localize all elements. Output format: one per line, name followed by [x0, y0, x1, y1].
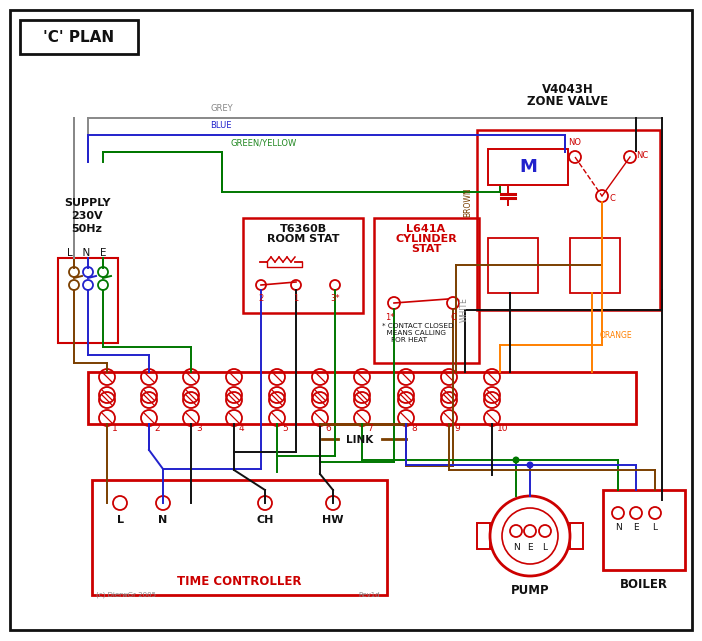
Text: T6360B: T6360B: [279, 224, 326, 234]
Text: 4: 4: [239, 424, 244, 433]
Text: 5: 5: [282, 424, 288, 433]
Text: ROOM STAT: ROOM STAT: [267, 234, 339, 244]
Bar: [92, 480, 387, 595]
Text: ZONE VALVE: ZONE VALVE: [527, 95, 609, 108]
Text: V4043H: V4043H: [542, 83, 594, 96]
Text: L: L: [543, 543, 548, 552]
Text: CH: CH: [256, 515, 274, 525]
Bar: [570, 523, 583, 549]
Text: 8: 8: [411, 424, 417, 433]
Bar: [488, 238, 538, 293]
Text: 3*: 3*: [330, 294, 340, 303]
Bar: [488, 149, 568, 185]
Text: BROWN: BROWN: [463, 187, 472, 217]
Text: L   N   E: L N E: [67, 248, 107, 258]
Bar: [477, 523, 490, 549]
Text: 9: 9: [454, 424, 460, 433]
Bar: [58, 258, 118, 343]
Text: (c) DierwGr 2005: (c) DierwGr 2005: [96, 592, 156, 599]
Bar: [88, 372, 636, 424]
Text: GREY: GREY: [210, 104, 232, 113]
Text: BLUE: BLUE: [210, 121, 232, 130]
Text: SUPPLY
230V
50Hz: SUPPLY 230V 50Hz: [64, 198, 110, 235]
Circle shape: [526, 462, 534, 469]
Text: C: C: [450, 313, 456, 322]
Text: NC: NC: [636, 151, 648, 160]
Text: 'C' PLAN: 'C' PLAN: [44, 29, 114, 44]
Text: N: N: [512, 543, 519, 552]
Text: 7: 7: [367, 424, 373, 433]
Text: N: N: [615, 523, 621, 532]
Text: M: M: [519, 158, 537, 176]
Text: 10: 10: [497, 424, 508, 433]
Text: WHITE: WHITE: [460, 297, 469, 322]
Text: HW: HW: [322, 515, 344, 525]
Text: 1: 1: [293, 294, 298, 303]
Text: PUMP: PUMP: [510, 584, 549, 597]
Text: 6: 6: [325, 424, 331, 433]
Text: 3: 3: [196, 424, 201, 433]
Text: GREEN/YELLOW: GREEN/YELLOW: [230, 138, 296, 147]
Bar: [374, 218, 479, 363]
Bar: [243, 218, 363, 313]
Text: 1: 1: [112, 424, 118, 433]
Text: E: E: [527, 543, 533, 552]
Text: 1*: 1*: [385, 313, 395, 322]
Text: E: E: [633, 523, 639, 532]
Text: BOILER: BOILER: [620, 578, 668, 591]
Bar: [570, 238, 620, 293]
Text: LINK: LINK: [346, 435, 373, 445]
Text: 2: 2: [258, 294, 264, 303]
Text: 2: 2: [154, 424, 159, 433]
Text: L: L: [117, 515, 124, 525]
Text: STAT: STAT: [411, 244, 441, 254]
Text: NO: NO: [569, 138, 581, 147]
Circle shape: [512, 456, 519, 463]
Text: * CONTACT CLOSED
  MEANS CALLING
    FOR HEAT: * CONTACT CLOSED MEANS CALLING FOR HEAT: [382, 323, 453, 343]
Text: Rev1d: Rev1d: [358, 592, 380, 598]
Text: C: C: [609, 194, 615, 203]
Text: L641A: L641A: [406, 224, 446, 234]
Text: TIME CONTROLLER: TIME CONTROLLER: [177, 575, 301, 588]
Text: N: N: [159, 515, 168, 525]
Text: ORANGE: ORANGE: [600, 331, 633, 340]
Text: L: L: [652, 523, 658, 532]
Bar: [20, 20, 138, 54]
Bar: [477, 130, 660, 310]
Text: CYLINDER: CYLINDER: [395, 234, 457, 244]
Bar: [603, 490, 685, 570]
